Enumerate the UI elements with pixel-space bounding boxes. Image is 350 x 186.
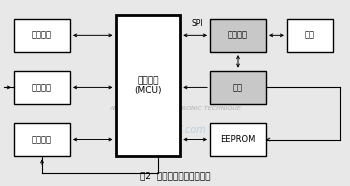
Text: 天线: 天线	[305, 31, 315, 40]
Text: 图2  有源温湿度传感器框图: 图2 有源温湿度传感器框图	[140, 171, 210, 180]
Bar	[116, 15, 180, 156]
Text: 电量检测: 电量检测	[32, 31, 52, 40]
Text: APPLICATION OF ELECTRONIC TECHNIQUE: APPLICATION OF ELECTRONIC TECHNIQUE	[109, 105, 241, 110]
Bar	[14, 19, 70, 52]
Bar	[14, 71, 70, 104]
Text: 射频模块: 射频模块	[228, 31, 248, 40]
Bar	[210, 123, 266, 156]
Bar	[210, 19, 266, 52]
Text: 电池: 电池	[233, 83, 243, 92]
Text: 湿度检测: 湿度检测	[32, 135, 52, 144]
Text: SPI: SPI	[192, 19, 204, 28]
Text: EEPROM: EEPROM	[220, 135, 256, 144]
Bar	[287, 19, 332, 52]
Text: ChinaET.com: ChinaET.com	[144, 125, 206, 135]
Bar	[210, 71, 266, 104]
Text: 温度检测: 温度检测	[32, 83, 52, 92]
Bar	[14, 123, 70, 156]
Text: 微控制器
(MCU): 微控制器 (MCU)	[134, 76, 162, 95]
